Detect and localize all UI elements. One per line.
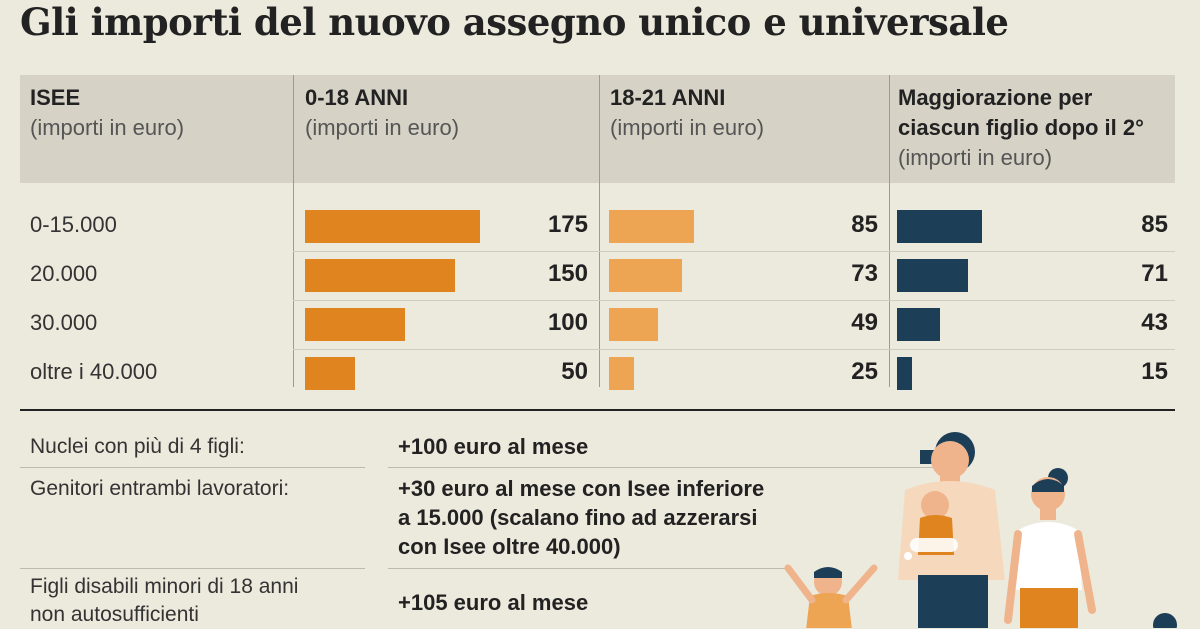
bar xyxy=(305,308,405,341)
bar xyxy=(305,259,455,292)
table-header-background xyxy=(20,75,1175,183)
note-value-line: +105 euro al mese xyxy=(398,590,589,615)
note-value: +105 euro al mese xyxy=(398,588,588,617)
data-label: 71 xyxy=(1141,260,1168,287)
row-separator xyxy=(293,349,1175,350)
bar xyxy=(609,210,694,243)
row-label: 0-15.000 xyxy=(30,212,117,237)
column-header-subtitle: (importi in euro) xyxy=(610,115,765,140)
note-label-line: Figli disabili minori di 18 anni xyxy=(30,575,299,598)
data-label: 85 xyxy=(851,211,878,238)
column-header-title: ISEE xyxy=(30,85,81,110)
column-header-subtitle: (importi in euro) xyxy=(305,115,460,140)
bar xyxy=(897,210,982,243)
column-divider xyxy=(293,75,294,387)
row-label: 20.000 xyxy=(30,261,98,286)
data-label: 50 xyxy=(561,358,588,385)
data-label: 175 xyxy=(547,211,588,238)
bar xyxy=(609,259,682,292)
note-separator xyxy=(20,568,365,569)
data-label: 73 xyxy=(851,260,878,287)
column-header-isee: ISEE (importi in euro) xyxy=(30,83,184,143)
column-divider xyxy=(889,75,890,387)
column-header-maggiorazione: Maggiorazione per ciascun figlio dopo il… xyxy=(898,83,1144,173)
note-label: Genitori entrambi lavoratori: xyxy=(30,475,289,503)
bar xyxy=(897,308,940,341)
bar xyxy=(897,259,968,292)
data-label: 49 xyxy=(851,309,878,336)
bar xyxy=(305,357,355,390)
chart-title: Gli importi del nuovo assegno unico e un… xyxy=(20,0,1009,44)
bar xyxy=(609,308,658,341)
column-header-title-line: ciascun figlio dopo il 2° xyxy=(898,115,1144,140)
column-header-title: 0-18 ANNI xyxy=(305,85,409,110)
note-value-line: a 15.000 (scalano fino ad azzerarsi xyxy=(398,505,758,530)
note-value: +100 euro al mese xyxy=(398,432,588,461)
family-illustration-icon xyxy=(784,432,1177,628)
note-label-line: non autosufficienti xyxy=(30,603,199,626)
bar xyxy=(609,357,634,390)
column-header-title: 18-21 ANNI xyxy=(610,85,726,110)
column-header-subtitle: (importi in euro) xyxy=(898,145,1053,170)
note-value-line: con Isee oltre 40.000) xyxy=(398,534,621,559)
note-value-line: +100 euro al mese xyxy=(398,434,589,459)
section-divider xyxy=(20,409,1175,411)
row-label: oltre i 40.000 xyxy=(30,359,158,384)
bar xyxy=(897,357,912,390)
note-value: +30 euro al mese con Isee inferiore a 15… xyxy=(398,474,764,561)
bar xyxy=(305,210,480,243)
data-label: 43 xyxy=(1141,309,1168,336)
row-separator xyxy=(293,251,1175,252)
data-label: 100 xyxy=(547,309,588,336)
column-divider xyxy=(599,75,600,387)
note-separator xyxy=(388,467,948,468)
note-label: Nuclei con più di 4 figli: xyxy=(30,433,245,461)
data-label: 15 xyxy=(1141,358,1168,385)
note-label-line: Genitori entrambi lavoratori: xyxy=(30,477,290,500)
column-header-subtitle: (importi in euro) xyxy=(30,115,185,140)
column-header-18-21: 18-21 ANNI (importi in euro) xyxy=(610,83,764,143)
column-header-title-line: Maggiorazione per xyxy=(898,85,1093,110)
note-label-line: Nuclei con più di 4 figli: xyxy=(30,435,245,458)
data-label: 150 xyxy=(547,260,588,287)
note-separator xyxy=(388,568,788,569)
column-header-0-18: 0-18 ANNI (importi in euro) xyxy=(305,83,459,143)
note-label: Figli disabili minori di 18 anni non aut… xyxy=(30,573,298,629)
note-separator xyxy=(20,467,365,468)
note-value-line: +30 euro al mese con Isee inferiore xyxy=(398,476,765,501)
row-label: 30.000 xyxy=(30,310,98,335)
data-label: 85 xyxy=(1141,211,1168,238)
row-separator xyxy=(293,300,1175,301)
data-label: 25 xyxy=(851,358,878,385)
